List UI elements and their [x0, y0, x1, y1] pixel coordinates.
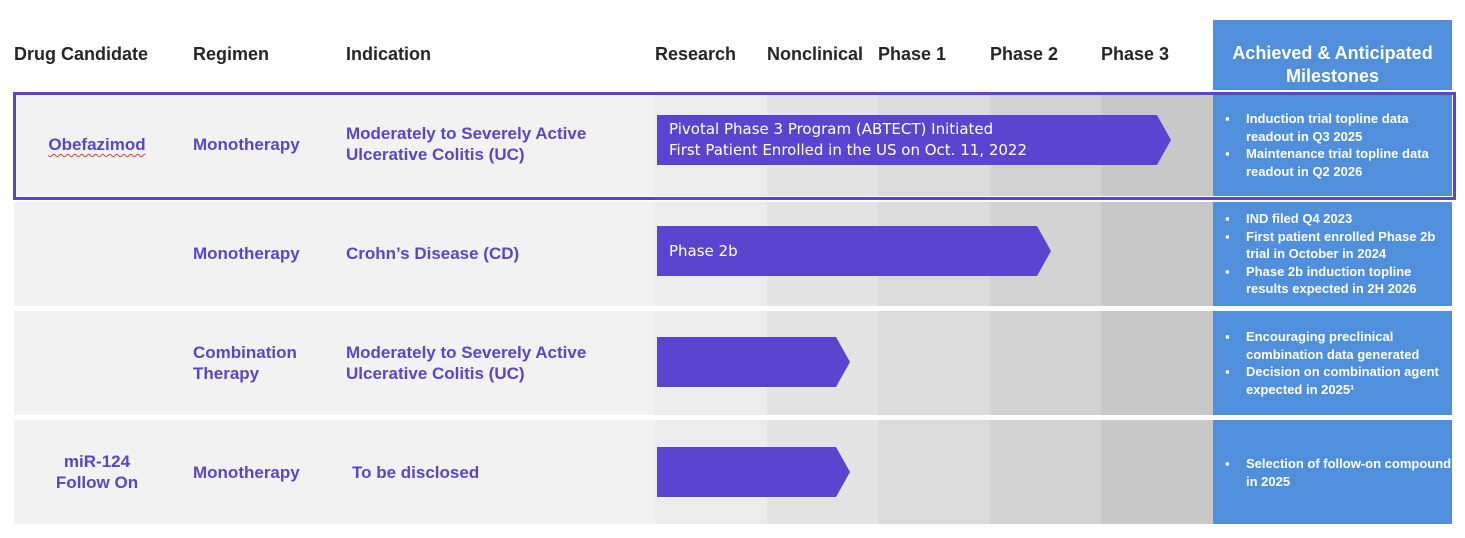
milestones-box-1: ▪ Induction trial topline data readout in…	[1213, 92, 1452, 196]
header-phase3: Phase 3	[1101, 44, 1170, 64]
header-drug-candidate: Drug Candidate	[14, 44, 149, 64]
indication-cell: Moderately to Severely Active Ulcerative…	[346, 343, 587, 383]
header-phase1: Phase 1	[878, 44, 947, 64]
milestone-item: ▪ Maintenance trial topline data readout …	[1225, 146, 1429, 179]
indication-cell: Crohn’s Disease (CD)	[346, 244, 520, 263]
regimen-cell: Monotherapy	[193, 135, 300, 154]
milestones-box-4: ▪ Selection of follow-on compound in 2025	[1213, 420, 1452, 524]
row-background-4	[14, 420, 1213, 524]
milestones-box-3: ▪ Encouraging preclinical combination dat…	[1213, 311, 1452, 415]
drug-candidate-label: miR-124 Follow On	[55, 452, 139, 492]
milestone-item: ▪ Decision on combination agent expected …	[1225, 364, 1439, 397]
milestone-item: ▪ Induction trial topline data readout in…	[1225, 111, 1409, 144]
row-background-3	[14, 311, 1213, 415]
regimen-cell: Monotherapy	[193, 244, 300, 263]
arrow-text-line-1: Pivotal Phase 3 Program (ABTECT) Initiat…	[669, 120, 994, 138]
header-phase2: Phase 2	[990, 44, 1059, 64]
progress-arrow-row-2: Phase 2b	[657, 226, 1051, 276]
arrow-text-line-1: Phase 2b	[669, 241, 738, 260]
regimen-cell: Combination Therapy	[193, 343, 297, 383]
progress-arrow-row-4	[657, 447, 850, 497]
milestone-item: ▪ Selection of follow-on compound in 2025	[1225, 456, 1452, 489]
milestone-item: ▪ Encouraging preclinical combination dat…	[1225, 329, 1420, 362]
regimen-cell: Monotherapy	[193, 463, 300, 482]
header-regimen: Regimen	[193, 44, 270, 64]
header-milestones: Achieved & Anticipated Milestones	[1213, 20, 1452, 90]
header-milestones-label: Achieved & Anticipated Milestones	[1232, 43, 1433, 86]
header-nonclinical: Nonclinical	[767, 44, 864, 64]
milestone-item: ▪ IND filed Q4 2023	[1225, 211, 1353, 226]
header-research: Research	[655, 44, 737, 64]
indication-cell: To be disclosed	[352, 463, 480, 482]
progress-arrow-row-3	[657, 337, 850, 387]
milestone-item: ▪ Phase 2b induction topline results expe…	[1225, 263, 1417, 297]
highlight-outline	[13, 92, 1456, 200]
drug-candidate-obefazimod: Obefazimod	[48, 135, 146, 154]
progress-arrow-row-1: Pivotal Phase 3 Program (ABTECT) Initiat…	[657, 115, 1171, 165]
drug-candidate-mir124: miR-124 Follow On	[12, 451, 182, 493]
header-indication: Indication	[346, 44, 431, 64]
indication-cell: Moderately to Severely Active Ulcerative…	[346, 124, 587, 164]
milestones-box-2: ▪ IND filed Q4 2023 ▪ First patient enroll…	[1213, 202, 1452, 306]
milestone-item: ▪ First patient enrolled Phase 2b trial i…	[1225, 228, 1436, 262]
arrow-text-line-2: First Patient Enrolled in the US on Oct.…	[669, 141, 1028, 159]
